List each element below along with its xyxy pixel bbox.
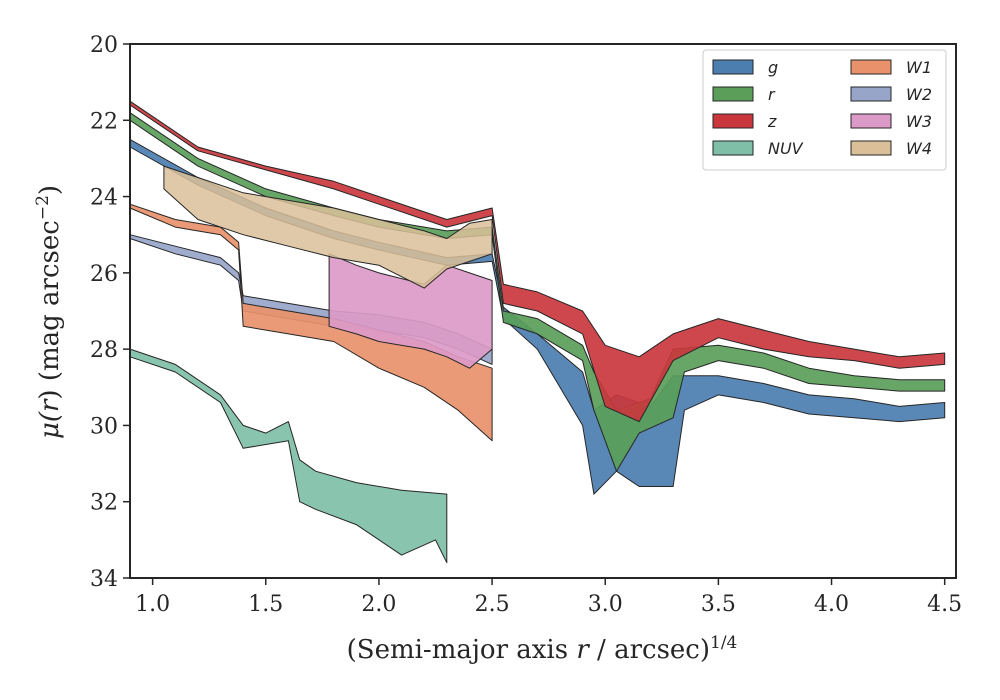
- legend-swatch-r: [712, 86, 754, 102]
- y-tick-label: 32: [90, 491, 118, 516]
- legend-swatch-w1: [850, 59, 892, 75]
- band-nuv: [129, 348, 448, 564]
- legend-box: [702, 49, 947, 171]
- x-tick-label: 2.0: [361, 592, 396, 617]
- legend-swatch-g: [712, 59, 754, 75]
- y-tick-label: 34: [90, 567, 118, 592]
- legend-label-g: g: [768, 58, 778, 77]
- legend-swatch-w3: [850, 113, 892, 129]
- band-w3: [328, 253, 493, 369]
- plot-frame: [129, 43, 957, 579]
- legend-label-z: z: [767, 112, 777, 131]
- legend-label-nuv: NUV: [768, 139, 804, 158]
- legend-label-w1: W1: [906, 58, 932, 77]
- legend: grz NUV W1 W2 W3 W4: [702, 49, 947, 171]
- legend-swatch-z: [712, 113, 754, 129]
- axis-ticks: 1.0 1.5 2.0 2.5 3.0 3.5 4.0 4.5 20 22 24 26 28 30 32 34: [90, 33, 962, 617]
- legend-swatch-nuv: [712, 140, 754, 156]
- legend-label-w4: W4: [906, 139, 932, 158]
- y-tick-label: 30: [90, 414, 118, 439]
- x-tick-label: 4.0: [814, 592, 849, 617]
- band-z: [129, 100, 946, 423]
- band-w1: [129, 203, 493, 442]
- y-tick-label: 24: [90, 186, 118, 211]
- y-tick-label: 28: [90, 338, 118, 363]
- legend-label-w3: W3: [906, 112, 932, 131]
- legend-swatch-w2: [850, 86, 892, 102]
- y-tick-label: 20: [90, 33, 118, 58]
- legend-label-r: r: [768, 85, 776, 104]
- x-axis-title: (Semi-major axis r / arcsec)1/4: [347, 633, 738, 665]
- x-tick-label: 1.5: [248, 592, 283, 617]
- series-layer: [129, 100, 946, 564]
- x-tick-label: 4.5: [927, 592, 962, 617]
- y-tick-label: 22: [90, 109, 118, 134]
- band-w4: [163, 165, 493, 289]
- x-tick-label: 3.5: [701, 592, 736, 617]
- x-tick-label: 1.0: [135, 592, 170, 617]
- x-tick-label: 2.5: [475, 592, 510, 617]
- legend-label-w2: W2: [906, 85, 932, 104]
- y-axis-title: μ(r) (mag arcsec−2): [33, 185, 65, 439]
- legend-swatch-w4: [850, 140, 892, 156]
- x-tick-label: 3.0: [588, 592, 623, 617]
- y-tick-label: 26: [90, 262, 118, 287]
